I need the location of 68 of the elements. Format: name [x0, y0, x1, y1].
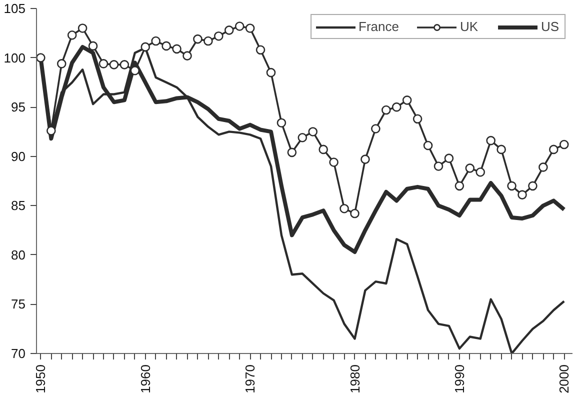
point [350, 208, 360, 218]
point [476, 167, 486, 177]
point [412, 114, 422, 124]
point [182, 51, 192, 60]
point [382, 105, 391, 115]
point [486, 136, 496, 146]
point [151, 36, 160, 46]
point [329, 158, 338, 167]
point [444, 154, 454, 163]
point [36, 53, 46, 62]
legend-label: US [541, 19, 560, 34]
point [465, 164, 475, 173]
point [549, 144, 558, 154]
point [318, 144, 328, 154]
y-tick-label: 100 [4, 50, 26, 66]
point [224, 26, 234, 35]
point [56, 59, 66, 68]
point [298, 132, 308, 142]
point [172, 44, 182, 54]
legend-label: UK [460, 19, 480, 34]
y-tick-label: 85 [11, 198, 26, 214]
point [360, 154, 370, 164]
point [559, 140, 569, 150]
point [423, 140, 433, 150]
x-tick-label: 1980 [347, 364, 362, 394]
point [46, 126, 56, 136]
point [340, 204, 349, 214]
point [496, 144, 506, 154]
point [98, 59, 108, 68]
point [308, 127, 318, 136]
point [256, 45, 266, 55]
x-tick-label: 1950 [33, 364, 48, 394]
point [140, 42, 150, 52]
point [528, 181, 538, 191]
x-tick-label: 1960 [138, 364, 153, 394]
point [88, 41, 98, 51]
x-tick-label: 1990 [452, 364, 467, 394]
point [392, 102, 402, 112]
point [287, 148, 297, 158]
point [507, 181, 516, 191]
point [204, 36, 213, 46]
point [371, 124, 380, 134]
point [130, 66, 140, 76]
point [454, 181, 464, 191]
point [245, 24, 255, 33]
y-tick-label: 70 [11, 346, 26, 361]
y-tick-label: 75 [11, 296, 26, 312]
point [214, 31, 224, 41]
point [276, 118, 286, 128]
y-tick-label: 105 [4, 1, 26, 16]
point [193, 34, 202, 44]
x-tick-label: 1970 [242, 364, 258, 394]
point [162, 41, 171, 51]
y-tick-label: 80 [11, 247, 26, 262]
legend-label: France [358, 19, 399, 34]
point [67, 30, 77, 40]
point [434, 162, 444, 171]
point [518, 190, 527, 200]
point [266, 68, 276, 78]
point [538, 162, 548, 172]
point [234, 22, 244, 31]
x-tick-label: 2000 [556, 364, 572, 394]
point [120, 60, 130, 70]
point [402, 96, 412, 105]
point [109, 60, 119, 70]
y-tick-label: 90 [11, 148, 26, 164]
point [78, 24, 88, 33]
y-tick-label: 95 [11, 100, 26, 115]
